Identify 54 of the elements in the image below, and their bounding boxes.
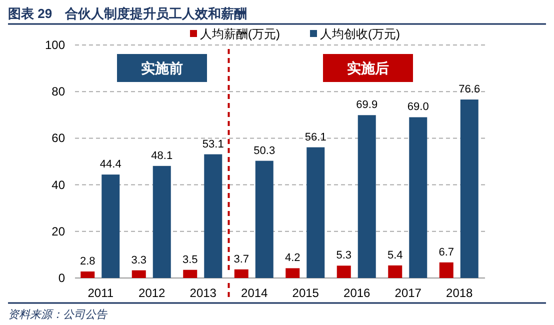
- data-label: 56.1: [304, 131, 326, 144]
- bar: [306, 147, 325, 278]
- bar: [286, 268, 300, 278]
- x-tick-label: 2014: [241, 286, 268, 300]
- y-tick-label: 100: [44, 38, 66, 52]
- x-tick-label: 2011: [88, 286, 114, 300]
- bar: [358, 115, 376, 278]
- x-tick-label: 2013: [190, 286, 217, 300]
- x-tick-label: 2015: [292, 286, 320, 300]
- data-label: 5.4: [387, 249, 403, 262]
- data-label: 69.9: [356, 99, 378, 112]
- data-label: 53.1: [202, 138, 224, 150]
- data-label: 69.0: [407, 101, 429, 114]
- y-tick-label: 40: [52, 178, 66, 192]
- legend-label: 人均创收(万元): [320, 27, 400, 41]
- data-label: 76.6: [458, 84, 480, 96]
- data-label: 3.5: [182, 254, 198, 266]
- data-label: 44.4: [100, 158, 122, 171]
- bar: [336, 266, 351, 278]
- y-tick-label: 80: [52, 84, 66, 99]
- x-tick-label: 2012: [138, 286, 166, 300]
- data-label: 6.7: [438, 246, 454, 258]
- data-label: 5.3: [336, 250, 352, 262]
- bar: [80, 271, 95, 278]
- bar: [204, 154, 222, 278]
- y-tick-label: 20: [52, 224, 66, 238]
- bar: [439, 262, 454, 278]
- x-tick-label: 2018: [446, 286, 474, 300]
- annotation: 实施前: [141, 60, 183, 76]
- bar: [234, 269, 248, 278]
- bar: [132, 270, 146, 278]
- bar: [409, 117, 428, 278]
- data-label: 3.3: [131, 254, 147, 266]
- y-tick-label: 60: [52, 131, 66, 146]
- data-label: 48.1: [151, 150, 173, 162]
- text: 资料来源：公司公告: [8, 308, 108, 321]
- label-box: 实施前: [117, 54, 207, 82]
- bar: [388, 265, 402, 278]
- bar: [183, 270, 198, 278]
- label-box: 实施后: [323, 54, 413, 82]
- data-label: 3.7: [234, 253, 250, 266]
- bar: [460, 100, 478, 278]
- x-tick-label: 2017: [394, 286, 422, 300]
- legend-label: 人均薪酬(万元): [200, 27, 280, 41]
- chart-title: 图表 29 合伙人制度提升员工人效和薪酬: [8, 6, 248, 21]
- bar: [102, 174, 120, 278]
- bar: [255, 160, 274, 278]
- data-label: 2.8: [80, 255, 96, 268]
- bar: [152, 166, 171, 278]
- y-tick-label: 0: [58, 271, 66, 285]
- annotation: 实施后: [347, 60, 389, 76]
- data-label: 50.3: [254, 144, 276, 157]
- data-label: 4.2: [284, 252, 300, 264]
- x-tick-label: 2016: [344, 286, 371, 300]
